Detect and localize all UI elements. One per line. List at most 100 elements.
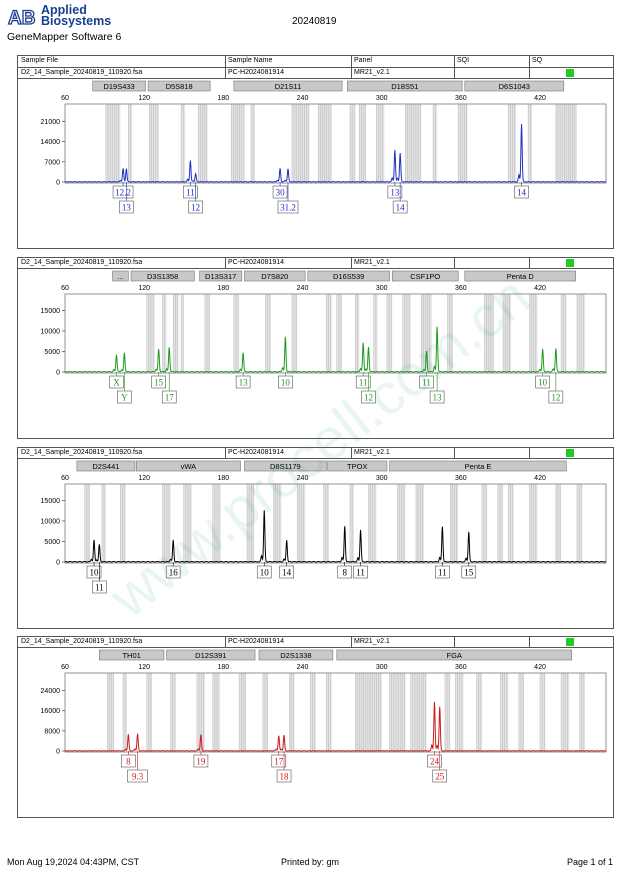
allelic-bin-group: [354, 673, 382, 752]
allelic-bin-group: [212, 673, 220, 752]
allele-call: Y: [117, 372, 132, 404]
allele-call: 13: [235, 372, 251, 389]
allelic-bin-group: [410, 673, 427, 752]
allelic-bin-group: [238, 673, 246, 752]
allelic-bin-group: [397, 484, 406, 563]
allele-box: [461, 565, 477, 579]
run-date: 20240819: [292, 16, 337, 27]
x-tick-label: 240: [297, 285, 309, 292]
brand-name: Applied Biosystems: [41, 4, 111, 28]
allelic-bin-group: [405, 104, 422, 183]
allele-box: [387, 185, 403, 199]
allelic-bin: [458, 104, 468, 183]
x-tick-label: 420: [534, 285, 546, 292]
allelic-bin: [350, 104, 356, 183]
y-tick-label: 10000: [41, 518, 61, 525]
allele-label: 13: [122, 203, 132, 213]
x-tick-label: 120: [138, 475, 150, 482]
signal-trace: [64, 326, 607, 373]
allelic-bin-group: [84, 484, 91, 563]
allele-call: 11: [435, 562, 450, 579]
allele-call: 30: [272, 182, 288, 199]
allele-label: 8: [342, 568, 347, 578]
allelic-bin-group: [402, 294, 411, 373]
allelic-bin: [146, 673, 153, 752]
allele-box: [235, 375, 251, 389]
allele-call: 15: [461, 562, 477, 579]
allele-box: [361, 390, 376, 404]
x-tick-label: 180: [217, 285, 229, 292]
allelic-bin-group: [291, 294, 298, 373]
plot-area: [64, 103, 607, 184]
allele-call: 11: [355, 372, 371, 389]
allele-box: [119, 200, 134, 214]
sizing-quality-indicator: [566, 69, 574, 77]
allelic-bin-group: [539, 673, 546, 752]
allelic-bin-group: [349, 484, 354, 563]
marker-vwa: vWA: [135, 460, 241, 472]
marker-d3s1358: D3S1358: [130, 270, 195, 282]
allele-box: [277, 200, 299, 214]
x-tick-label: 360: [455, 95, 467, 102]
marker-label: D13S317: [205, 272, 236, 281]
allele-label: 11: [356, 568, 365, 578]
allelic-bin: [198, 104, 208, 183]
allele-label: 11: [422, 378, 431, 388]
allelic-bin: [326, 673, 332, 752]
marker-d19s433: D19S433: [92, 80, 146, 92]
x-tick-label: 120: [138, 285, 150, 292]
marker-label: D7S820: [261, 272, 288, 281]
marker-label: D12S391: [195, 651, 226, 660]
allelic-bin: [181, 294, 184, 373]
marker-label: D8S1179: [270, 462, 301, 471]
sample-name: PC-H2024081914: [228, 449, 285, 456]
panel-name: MR21_v2.1: [354, 69, 390, 76]
allele-call: 12: [361, 372, 376, 404]
marker-penta-d: Penta D: [464, 270, 576, 282]
allele-call: 8: [337, 562, 353, 579]
y-tick-label: 15000: [41, 308, 61, 315]
allele-label: 12: [364, 393, 373, 403]
electropherogram-chart: ... D3S1358 D13S317 D7S820 D16S539 CSF1PO Pent…: [41, 270, 607, 404]
allelic-bin-group: [529, 484, 538, 563]
allelic-bin-group: [180, 104, 186, 183]
allele-call: 13: [429, 372, 445, 404]
allelic-bin: [212, 673, 220, 752]
allele-call: 14: [514, 182, 529, 199]
logo-mark-text: AB: [8, 8, 35, 29]
allelic-bin-group: [555, 104, 577, 183]
signal-trace: [64, 701, 607, 752]
marker-label: D2S1338: [280, 651, 311, 660]
allele-box: [276, 769, 292, 783]
allele-box: [112, 185, 134, 199]
marker-label: FGA: [447, 651, 462, 660]
column-sample-file: Sample File: [21, 57, 58, 64]
allelic-bin: [120, 484, 126, 563]
allelic-bin: [173, 294, 179, 373]
allele-call: X: [109, 372, 124, 389]
allele-box: [432, 769, 448, 783]
y-tick-label: 7000: [44, 159, 60, 166]
marker-label: D3S1358: [147, 272, 178, 281]
allelic-bin-group: [527, 104, 533, 183]
allelic-bin-group: [204, 294, 211, 373]
allele-call: 25: [432, 751, 448, 783]
allele-label: 8: [126, 757, 131, 767]
allele-box: [92, 580, 107, 594]
allelic-bin: [105, 104, 121, 183]
allelic-bin-group: [508, 104, 517, 183]
marker-label: D16S539: [333, 272, 364, 281]
allelic-bin-group: [262, 673, 269, 752]
allelic-bin-group: [502, 294, 511, 373]
allelic-bin-group: [323, 484, 329, 563]
allele-label: 15: [464, 568, 474, 578]
marker-d18s51: D18S51: [347, 80, 463, 92]
allelic-bin-group: [105, 104, 121, 183]
allelic-bin: [265, 294, 271, 373]
allele-call: 17: [271, 751, 287, 768]
sample-info-row: D2_14_Sample_20240819_110920.fsa PC-H2024…: [18, 258, 613, 269]
allelic-bin: [289, 673, 295, 752]
electropherogram-panel-3: D2_14_Sample_20240819_110920.fsa PC-H2024…: [17, 447, 614, 629]
marker-d6s1043: D6S1043: [464, 80, 565, 92]
allelic-bin: [84, 484, 91, 563]
